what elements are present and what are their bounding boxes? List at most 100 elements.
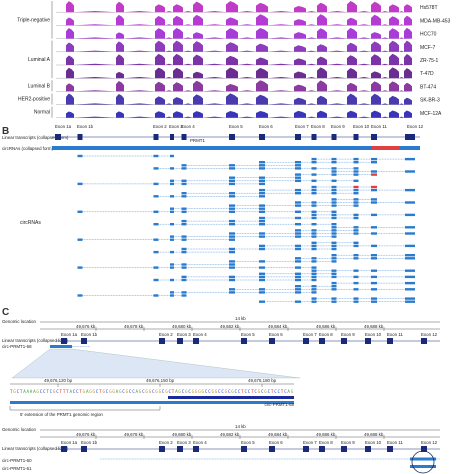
nucleotide: G (202, 389, 205, 394)
coord-label: 49,682 kb (220, 324, 240, 329)
circ-exon (259, 207, 265, 210)
circ-exon (331, 260, 337, 263)
circ-exon (295, 161, 301, 164)
scale-label: 14 kb (235, 316, 246, 321)
circ-exon (311, 210, 317, 213)
circ-exon (405, 232, 415, 235)
nucleotide: C (261, 389, 264, 394)
circ-exon (181, 210, 187, 213)
circ-exon (311, 266, 317, 269)
exon-header: Exon 9 (341, 332, 355, 337)
circ-exon (353, 244, 359, 248)
nucleotide: G (231, 389, 234, 394)
circ-exon (371, 213, 377, 217)
nucleotide: C (96, 389, 99, 394)
linear-exon (241, 446, 247, 452)
circ-exon (331, 232, 337, 235)
circ-exon (331, 257, 337, 260)
circ-exon (153, 210, 159, 213)
circ-exon (311, 213, 317, 217)
circ-exon (259, 223, 265, 226)
nucleotide: G (195, 389, 198, 394)
circ-exon (170, 195, 174, 198)
circ-exon (229, 167, 235, 170)
circ-exon (181, 291, 187, 294)
gene-label: PRMT1 (190, 138, 205, 143)
circ-exon (353, 229, 359, 232)
circ-exon (331, 201, 337, 204)
coverage-track (56, 110, 412, 118)
circ-exon (331, 281, 337, 285)
exon-header: Exon 1a (61, 332, 78, 337)
coord-label: 49,684 kb (268, 324, 288, 329)
nucleotide: C (218, 389, 221, 394)
circ-exon (353, 275, 359, 279)
extension-bracket (9, 406, 161, 411)
nucleotide: T (10, 389, 13, 394)
nucleotide: G (185, 389, 188, 394)
linear-exon (319, 338, 325, 344)
exon-header: Exon 7 (295, 124, 309, 129)
cell-line-label: ZR-75-1 (420, 58, 439, 64)
cell-line-label: MCF-7 (420, 45, 435, 51)
circ-exon (311, 300, 317, 303)
circ-exon (371, 269, 377, 272)
circ-exon (295, 229, 301, 232)
coverage-track (56, 67, 412, 79)
linear-exon (365, 446, 371, 452)
circ-exon (229, 291, 235, 294)
circ-exon (311, 297, 317, 300)
circ-exon (295, 278, 301, 282)
exon-header: Exon 9 (341, 440, 355, 445)
exon-header: Exon 3 (169, 124, 183, 129)
genomic-sequence: TGCTAAAAGCCTCGCTTTACCTGAGGCTGCGGAGCGCCAG… (10, 389, 294, 394)
exon-header: Exon 12 (407, 124, 424, 129)
nucleotide: C (122, 389, 125, 394)
circ-exon (311, 247, 317, 251)
linear-exon (341, 338, 347, 344)
circ-exon (181, 266, 187, 269)
circ-exon (405, 188, 415, 192)
nucleotide: A (86, 389, 89, 394)
circ-exon (331, 210, 337, 213)
exon-header: Exon 2 (159, 440, 173, 445)
nucleotide: G (119, 389, 122, 394)
circ-exon (259, 210, 265, 213)
coord-label: 49,688 kb (364, 324, 384, 329)
linear-exon (193, 338, 199, 344)
circ-exon (371, 201, 377, 204)
circ-exon (295, 232, 301, 235)
circ-exon (331, 244, 337, 248)
nucleotide: A (287, 389, 290, 394)
linear-exon (170, 134, 174, 140)
circ-exon (311, 201, 317, 204)
circ-exon (229, 238, 235, 241)
linear-exon (331, 134, 337, 140)
circ-exon (181, 238, 187, 241)
circ-exon (229, 164, 235, 167)
nucleotide: G (159, 389, 162, 394)
nucleotide: G (139, 389, 142, 394)
linear-label: Linear transcripts (collapsed form) (2, 446, 69, 451)
coverage-track (56, 1, 412, 13)
nucleotide: C (129, 389, 132, 394)
circ-exon (371, 300, 377, 303)
circ-exon (353, 241, 359, 244)
circ-exon (295, 266, 301, 269)
circ-exon (331, 235, 337, 238)
nucleotide: G (178, 389, 181, 394)
circ-exon (331, 285, 337, 288)
linear-exon (365, 338, 371, 344)
circ68-zoom-label: circ-PRMT1-68 (264, 402, 294, 407)
circ-exon (229, 260, 235, 263)
circ-exon (259, 300, 265, 303)
exon-header: Exon 8 (311, 124, 325, 129)
panel-b-label: B (2, 126, 9, 137)
nucleotide: C (50, 389, 53, 394)
circ-exon (295, 176, 301, 179)
exon-header: Exon 1b (77, 124, 94, 129)
exon-header: Exon 7 (303, 440, 317, 445)
circ-exon (311, 192, 317, 195)
